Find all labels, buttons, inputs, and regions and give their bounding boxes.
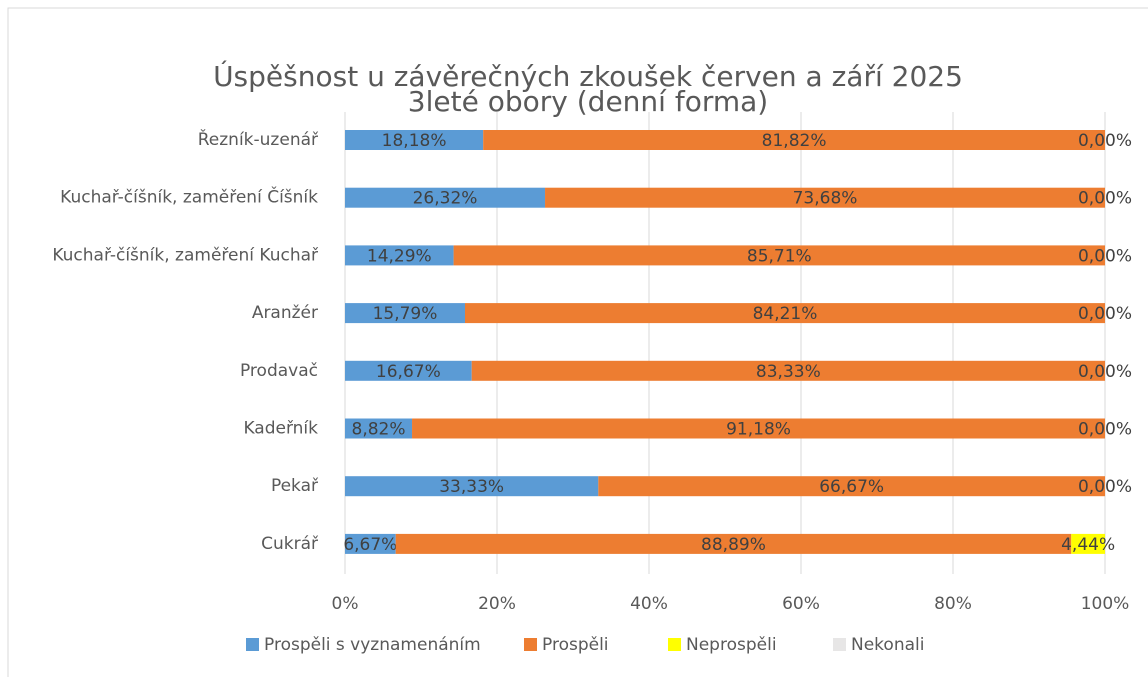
data-label: 0,00% (1078, 304, 1132, 324)
bar-segment (345, 533, 396, 554)
chart-border (7, 7, 1148, 677)
x-tick-label: 100% (1081, 594, 1130, 614)
legend-label: Nekonali (851, 635, 924, 655)
chart-subtitle: 3leté obory (denní forma) (408, 85, 768, 118)
data-label: 73,68% (793, 189, 858, 209)
bar-segment (1071, 533, 1105, 554)
bar-segment (471, 360, 1105, 381)
data-label: 8,82% (352, 420, 406, 440)
data-label: 18,18% (382, 131, 447, 151)
data-label: 0,00% (1078, 131, 1132, 151)
data-label: 6,67% (343, 535, 397, 555)
data-label: 0,00% (1078, 246, 1132, 266)
y-tick-label: Aranžér (252, 303, 318, 323)
bar-segment (453, 245, 1105, 266)
y-tick-label: Kuchař-číšník, zaměření Kuchař (52, 245, 319, 265)
bar-segment (465, 303, 1105, 324)
data-label: 33,33% (439, 477, 504, 497)
data-label: 81,82% (762, 131, 827, 151)
bar-segment (395, 533, 1072, 554)
bar-segment (345, 187, 546, 208)
legend-swatch (833, 638, 846, 651)
legend-label: Prospěli s vyznamenáním (264, 635, 481, 655)
bar-segment (412, 418, 1106, 439)
bar-segment (598, 476, 1105, 497)
legend-swatch (524, 638, 537, 651)
y-tick-label: Cukrář (261, 534, 319, 554)
data-label: 88,89% (701, 535, 766, 555)
data-label: 16,67% (376, 362, 441, 382)
legend-label: Prospěli (542, 635, 609, 655)
bar-segment (345, 130, 484, 150)
x-tick-label: 40% (630, 594, 668, 614)
bar-segment (545, 187, 1105, 208)
y-tick-label: Řezník-uzenář (198, 128, 319, 150)
legend-swatch (668, 638, 681, 651)
data-label: 85,71% (747, 246, 812, 266)
data-label: 84,21% (753, 304, 818, 324)
bar-segment (483, 130, 1106, 150)
data-label: 0,00% (1078, 362, 1132, 382)
data-label: 15,79% (373, 304, 438, 324)
y-tick-label: Pekař (271, 476, 319, 496)
data-label: 14,29% (367, 246, 432, 266)
x-tick-label: 20% (478, 594, 516, 614)
data-label: 0,00% (1078, 420, 1132, 440)
bar-segment (345, 303, 466, 324)
y-tick-label: Kuchař-číšník, zaměření Číšník (60, 186, 318, 208)
bar-segment (345, 476, 599, 497)
bar-segment (345, 245, 454, 266)
x-tick-label: 60% (782, 594, 820, 614)
bar-segment (345, 418, 413, 439)
legend-swatch (246, 638, 259, 651)
y-tick-label: Prodavač (240, 361, 318, 381)
data-label: 4,44% (1061, 535, 1115, 555)
data-label: 66,67% (819, 477, 884, 497)
data-label: 0,00% (1078, 477, 1132, 497)
data-label: 91,18% (726, 420, 791, 440)
x-tick-label: 0% (332, 594, 359, 614)
data-label: 26,32% (413, 189, 478, 209)
legend-label: Neprospěli (686, 635, 777, 655)
y-tick-label: Kadeřník (243, 419, 318, 439)
x-tick-label: 80% (934, 594, 972, 614)
bar-segment (345, 360, 472, 381)
chart-title: Úspěšnost u závěrečných zkoušek červen a… (213, 59, 963, 93)
data-label: 0,00% (1078, 189, 1132, 209)
data-label: 83,33% (756, 362, 821, 382)
